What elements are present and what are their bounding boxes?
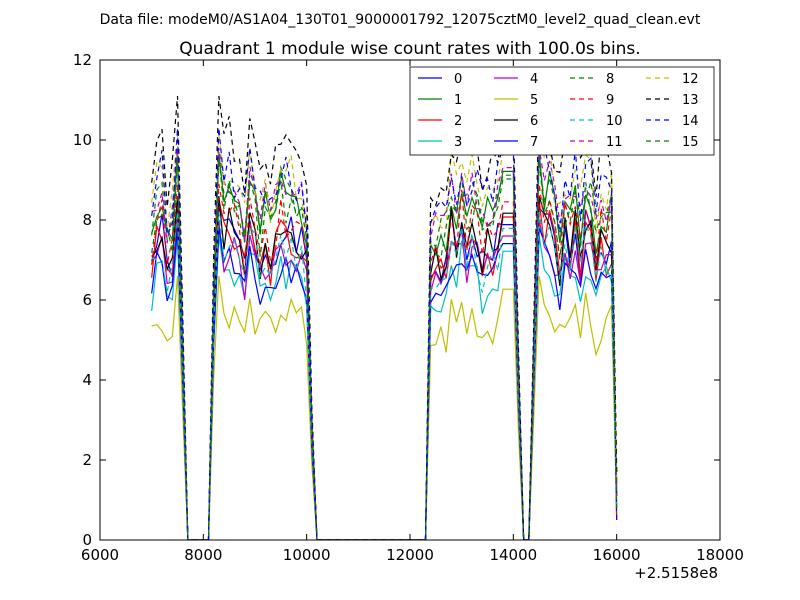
y-tick-label: 0 <box>82 531 92 549</box>
series-line-10 <box>151 211 618 540</box>
legend-label: 6 <box>530 114 538 129</box>
legend-label: 15 <box>682 135 699 150</box>
legend-frame <box>409 66 715 156</box>
legend-label: 11 <box>606 135 623 150</box>
legend-label: 9 <box>606 93 614 108</box>
legend-label: 3 <box>454 135 462 150</box>
y-tick-label: 2 <box>82 451 92 469</box>
y-tick-label: 10 <box>73 131 92 149</box>
x-tick-label: 8000 <box>184 546 222 564</box>
series-line-5 <box>151 275 618 540</box>
x-tick-label: 14000 <box>489 546 537 564</box>
y-tick-label: 8 <box>82 211 92 229</box>
legend-label: 8 <box>606 72 614 87</box>
legend-label: 10 <box>606 114 623 129</box>
legend-label: 4 <box>530 72 538 87</box>
legend-label: 1 <box>454 93 462 108</box>
axis-ticks: 6000 8000 10000 12000 14000 16000 180000246810… <box>73 51 744 564</box>
x-tick-label: 12000 <box>386 546 434 564</box>
y-tick-label: 12 <box>73 51 92 69</box>
legend-label: 13 <box>682 93 699 108</box>
series-line-9 <box>151 183 618 540</box>
legend-label: 14 <box>682 114 699 129</box>
series-line-15 <box>151 159 618 540</box>
x-offset-label: +2.5158e8 <box>634 564 718 582</box>
plot-frame <box>99 59 721 541</box>
x-tick-label: 18000 <box>696 546 744 564</box>
x-tick-label: 16000 <box>593 546 641 564</box>
chart-title: Quadrant 1 module wise count rates with … <box>179 39 640 59</box>
x-tick-label: 10000 <box>283 546 331 564</box>
legend-label: 7 <box>530 135 538 150</box>
legend-label: 0 <box>454 72 462 87</box>
y-tick-label: 4 <box>82 371 92 389</box>
figure-suptitle: Data file: modeM0/AS1A04_130T01_90000017… <box>100 12 701 28</box>
legend-label: 5 <box>530 93 538 108</box>
x-tick-label: 6000 <box>81 546 119 564</box>
legend-label: 2 <box>454 114 462 129</box>
legend-label: 12 <box>682 72 699 87</box>
y-tick-label: 6 <box>82 291 92 309</box>
